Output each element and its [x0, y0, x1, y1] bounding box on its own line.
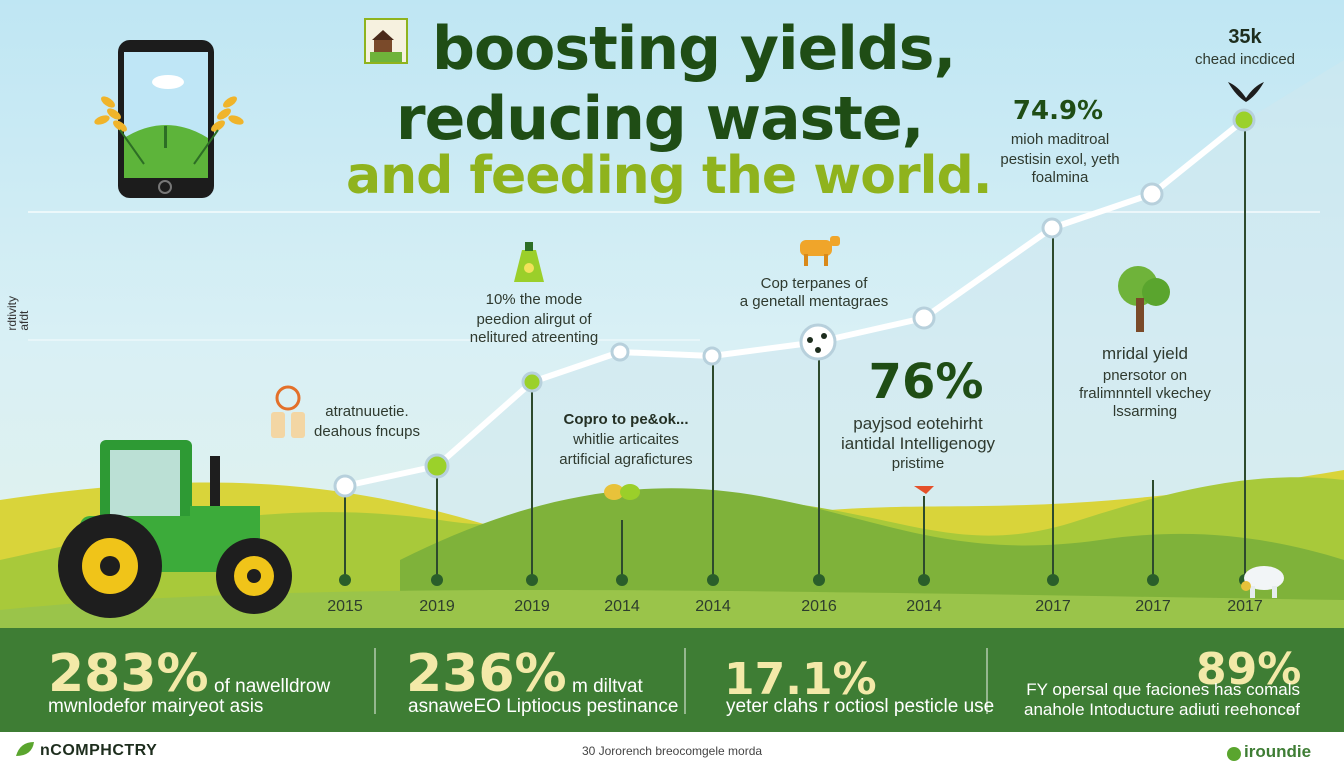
brand-leaf-icon	[16, 742, 34, 756]
callout-yield-title: mridal yield	[1102, 344, 1188, 363]
callout-yield-line-2: fralimnntell vkechey	[1079, 385, 1211, 402]
callout-cop-line-2: a genetall mentagraes	[739, 293, 889, 310]
callout-76-line-c: pristime	[891, 455, 945, 472]
callout-76-line-b: iantidal Intelligenogy	[840, 434, 996, 453]
title-line-1: boosting yields,	[432, 14, 956, 84]
stats-band	[0, 628, 1344, 732]
stat-4-line-b: anahole Intoducture adiuti reehonce.	[1024, 700, 1300, 719]
stat-1-value: 283%	[48, 644, 209, 704]
stat-2-value: 236%	[406, 644, 567, 704]
footer-brand-left: nCOMPHCTRY	[40, 742, 158, 759]
bird-icon	[1228, 82, 1264, 102]
callout-10-line-3: nelitured atreenting	[469, 329, 599, 346]
seed-pods-icon	[604, 484, 640, 500]
callout-crop-line-2: artificial agrafictures	[559, 451, 693, 468]
footer-brand-right: iroundie	[1244, 742, 1312, 761]
stat-2-line-b: asnaweEO Liptiocus pestinance	[408, 696, 679, 717]
timeline-year-1: 2015	[327, 598, 363, 615]
callout-76-line-a: payjsod eotehirht	[853, 414, 983, 433]
stat-divider-3	[986, 648, 988, 714]
stat-divider-2	[684, 648, 686, 714]
callout-top-right-value: 35k	[1228, 26, 1262, 48]
timeline-year-3: 2019	[514, 598, 550, 615]
stat-2-line-a: m diltvat	[572, 676, 643, 697]
callout-76-value: 76%	[868, 354, 984, 410]
callout-cop-line-1: Cop terpanes of	[760, 275, 868, 292]
title-line-3: and feeding the world.	[346, 146, 992, 206]
timeline-year-5: 2014	[695, 598, 731, 615]
tree-icon	[1118, 266, 1170, 332]
wheat-icon	[94, 96, 244, 165]
stat-divider-1	[374, 648, 376, 714]
callout-left-line-1: atratnuuetie.	[325, 403, 409, 420]
callout-yield-line-1: pnersotor on	[1102, 367, 1188, 384]
callout-crop-title: Copro to pe&ok...	[563, 411, 689, 428]
stat-1-line-b: mwnlodefor mairyeot asis	[48, 696, 264, 717]
farm-house-icon	[364, 18, 408, 64]
timeline-year-9: 2017	[1135, 598, 1171, 615]
callout-749-line-1: mioh maditroal	[1010, 131, 1110, 148]
timeline-year-8: 2017	[1035, 598, 1071, 615]
callout-top-right-label: chead incdiced	[1194, 51, 1296, 68]
footer-center-text: 30 Jororench breocomgele morda	[581, 744, 763, 758]
timeline-year-7: 2014	[906, 598, 942, 615]
sheep-icon	[1241, 566, 1284, 598]
brand-right-leaf-icon	[1227, 747, 1241, 761]
callout-10-line-2: peedion alirgut of	[476, 311, 592, 328]
callout-crop-line-1: whitlie articaites	[573, 431, 679, 448]
vertical-axis-label: rdtivity afdt	[5, 296, 31, 331]
stat-3-line-b: yeter clahs r octiosl pesticle use	[726, 696, 995, 717]
callout-749-value: 74.9%	[1012, 96, 1104, 126]
key-lock-icon	[271, 385, 305, 438]
fertilizer-bottle-icon	[514, 242, 544, 282]
tractor-icon	[58, 440, 292, 618]
drone-icon	[914, 486, 934, 494]
stat-4-value: 89%	[1196, 644, 1302, 695]
title-line-2: reducing waste,	[396, 84, 924, 154]
timeline-year-4: 2014	[604, 598, 640, 615]
stat-1-line-a: of nawelldrow	[214, 676, 331, 697]
timeline-year-6: 2016	[801, 598, 837, 615]
callout-749-line-3: foalmina	[1031, 169, 1089, 186]
stat-4-line-a: FY opersal que faciones has comals of	[1026, 680, 1300, 719]
cow-icon	[800, 236, 840, 266]
callout-left-line-2: deahous fncups	[314, 423, 420, 440]
callout-749-line-2: pestisin exol, yeth	[1000, 151, 1120, 168]
timeline-year-10: 2017	[1227, 598, 1263, 615]
callout-yield-line-3: lssarming	[1112, 403, 1178, 420]
footer-bar	[0, 732, 1344, 768]
callout-10-line-1: 10% the mode	[485, 291, 583, 308]
timeline-year-2: 2019	[419, 598, 455, 615]
stat-3-value: 17.1%	[724, 654, 877, 705]
phone-home-button	[158, 180, 172, 194]
